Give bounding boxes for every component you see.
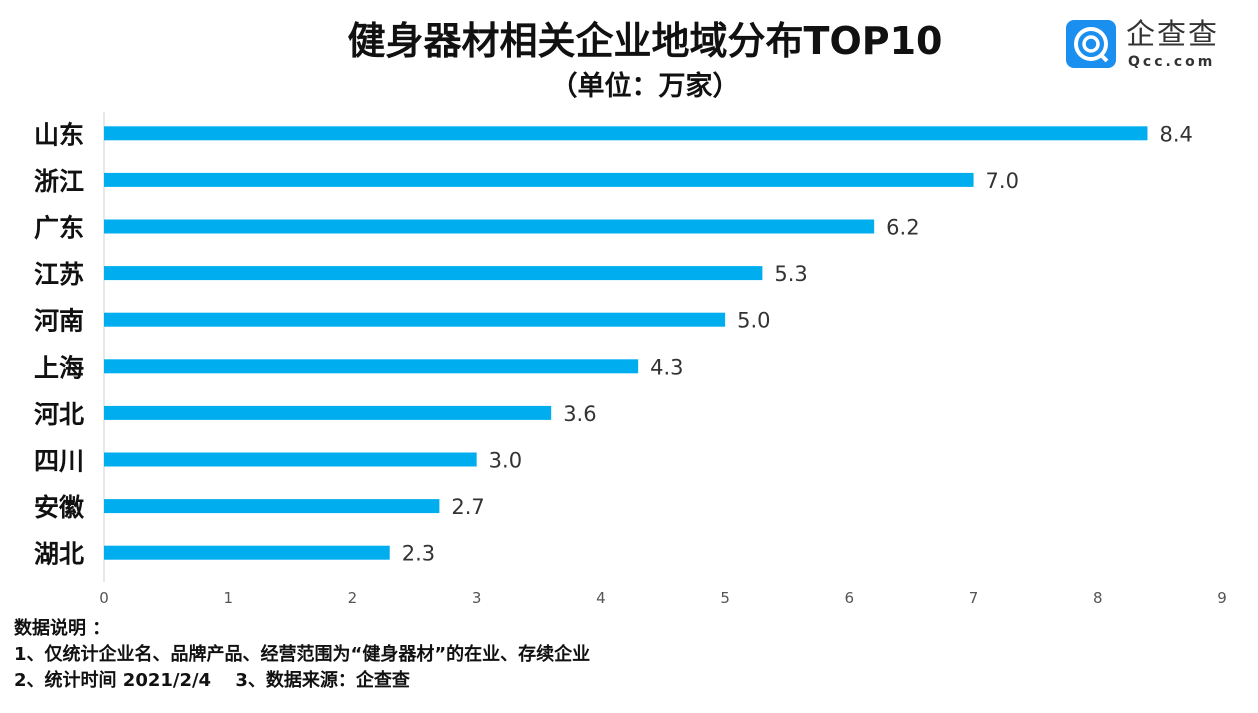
bar bbox=[104, 499, 440, 514]
bar bbox=[104, 359, 639, 374]
data-label: 7.0 bbox=[986, 169, 1019, 193]
data-label: 2.3 bbox=[402, 542, 435, 566]
x-tick-label: 8 bbox=[1093, 589, 1103, 607]
x-tick-label: 1 bbox=[223, 589, 233, 607]
chart-subtitle: （单位：万家） bbox=[550, 71, 740, 102]
qcc-logo-icon bbox=[1066, 20, 1116, 68]
logo-text-cn: 企查查 bbox=[1126, 17, 1220, 51]
chart-title: 健身器材相关企业地域分布TOP10 bbox=[347, 19, 943, 63]
category-label: 上海 bbox=[34, 353, 84, 382]
data-label: 8.4 bbox=[1159, 122, 1192, 146]
data-label: 5.0 bbox=[737, 309, 770, 333]
bar bbox=[104, 545, 390, 560]
category-label: 浙江 bbox=[34, 167, 84, 196]
notes-heading: 数据说明 ： bbox=[14, 618, 111, 639]
x-tick-label: 5 bbox=[720, 589, 730, 607]
notes-line-2: 2、统计时间 2021/2/4 3、数据来源：企查查 bbox=[14, 670, 410, 691]
data-label: 2.7 bbox=[451, 495, 484, 519]
bar bbox=[104, 312, 726, 327]
x-tick-label: 2 bbox=[348, 589, 358, 607]
data-label: 5.3 bbox=[774, 262, 807, 286]
bar bbox=[104, 405, 552, 420]
data-label: 3.0 bbox=[489, 449, 522, 473]
bar bbox=[104, 266, 763, 281]
data-label: 6.2 bbox=[886, 216, 919, 240]
category-label: 广东 bbox=[34, 214, 84, 243]
bar bbox=[104, 452, 477, 467]
x-tick-label: 6 bbox=[845, 589, 855, 607]
category-label: 河北 bbox=[34, 400, 84, 429]
bar bbox=[104, 172, 974, 187]
x-tick-label: 7 bbox=[969, 589, 979, 607]
category-label: 江苏 bbox=[34, 260, 84, 289]
category-label: 四川 bbox=[34, 447, 84, 476]
qcc-logo: 企查查 Qcc.com bbox=[1066, 18, 1246, 72]
x-tick-label: 9 bbox=[1217, 589, 1227, 607]
notes-line-1: 1、仅统计企业名、品牌产品、经营范围为“健身器材”的在业、存续企业 bbox=[14, 644, 591, 665]
category-label: 湖北 bbox=[34, 540, 84, 569]
bar bbox=[104, 219, 875, 234]
data-label: 3.6 bbox=[563, 402, 596, 426]
x-tick-label: 3 bbox=[472, 589, 482, 607]
category-label: 安徽 bbox=[34, 493, 85, 522]
category-label: 山东 bbox=[34, 120, 84, 149]
data-label: 4.3 bbox=[650, 355, 683, 379]
x-tick-label: 4 bbox=[596, 589, 606, 607]
data-notes: 数据说明 ： 1、仅统计企业名、品牌产品、经营范围为“健身器材”的在业、存续企业… bbox=[14, 616, 590, 694]
x-tick-label: 0 bbox=[99, 589, 109, 607]
category-label: 河南 bbox=[34, 307, 84, 336]
bar bbox=[104, 126, 1148, 141]
logo-text-en: Qcc.com bbox=[1128, 54, 1216, 70]
